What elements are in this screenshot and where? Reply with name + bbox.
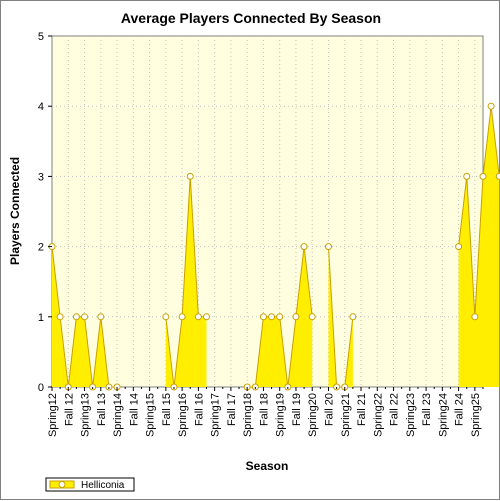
x-tick-label-24: Spring18 (242, 393, 254, 437)
x-tick-label-22: Fall 17 (226, 393, 238, 426)
data-point-6 (97, 313, 105, 321)
area-segment-3 (328, 246, 353, 387)
x-tick-label-42: Fall 22 (389, 393, 401, 426)
x-tick-label-0: Spring12 (47, 393, 59, 437)
y-tick-label-3: 3 (38, 171, 44, 183)
data-point-19 (203, 313, 211, 321)
x-tick-label-2: Fall 12 (63, 393, 75, 426)
y-axis-title: Players Connected (8, 157, 22, 265)
y-axis-ticks: 0 1 2 3 4 5 (38, 31, 52, 394)
x-tick-label-6: Fall 13 (96, 393, 108, 426)
x-tick-label-40: Spring22 (372, 393, 384, 437)
data-point-1 (56, 313, 64, 321)
x-tick-label-18: Fall 16 (193, 393, 205, 426)
x-tick-label-44: Spring23 (405, 393, 417, 437)
data-point-26 (259, 313, 267, 321)
x-axis-ticks: Spring12 Fall 12 Spring13 Fall 13 Spring14 Fa… (47, 387, 484, 437)
data-point-37 (349, 313, 357, 321)
x-tick-label-4: Spring13 (80, 393, 92, 437)
data-point-32 (308, 313, 316, 321)
area-line-4 (458, 106, 500, 317)
data-point-16 (178, 313, 186, 321)
y-tick-label-5: 5 (38, 31, 44, 43)
x-tick-label-16: Spring16 (177, 393, 189, 437)
x-tick-label-46: Fall 23 (421, 393, 433, 426)
data-point-30 (292, 313, 300, 321)
data-point-18 (194, 313, 202, 321)
x-tick-label-50: Fall 24 (454, 393, 466, 426)
x-tick-label-8: Spring14 (112, 393, 124, 437)
data-point-3 (72, 313, 80, 321)
x-tick-label-32: Spring20 (307, 393, 319, 437)
series-markers (48, 102, 500, 391)
x-axis-title: Season (246, 459, 289, 473)
data-point-54 (487, 102, 495, 110)
area-line-3 (327, 246, 354, 388)
y-tick-label-1: 1 (38, 312, 44, 324)
data-point-53 (479, 172, 487, 180)
legend-label-helliconia: Helliconia (81, 480, 125, 491)
x-tick-label-10: Fall 14 (128, 393, 140, 426)
data-point-4 (81, 313, 89, 321)
x-tick-label-48: Spring24 (437, 393, 449, 437)
data-point-51 (463, 172, 471, 180)
y-tick-label-2: 2 (38, 242, 44, 254)
data-point-50 (455, 243, 463, 251)
x-tick-label-20: Spring17 (210, 393, 222, 437)
data-point-27 (268, 313, 276, 321)
legend-marker (58, 481, 66, 488)
x-tick-label-12: Spring15 (145, 393, 157, 437)
data-point-34 (324, 243, 332, 251)
legend: Helliconia (45, 477, 135, 492)
x-tick-label-34: Fall 20 (323, 393, 335, 426)
x-tick-label-38: Fall 21 (356, 393, 368, 426)
data-point-55 (495, 172, 500, 180)
data-point-31 (300, 243, 308, 251)
x-tick-label-36: Spring21 (340, 393, 352, 437)
chart-title: Average Players Connected By Season (121, 10, 381, 26)
x-tick-label-30: Fall 19 (291, 393, 303, 426)
x-tick-label-14: Fall 15 (161, 393, 173, 426)
data-point-14 (162, 313, 170, 321)
x-tick-label-52: Spring25 (470, 393, 482, 437)
x-tick-label-28: Spring19 (275, 393, 287, 437)
data-point-52 (471, 313, 479, 321)
x-tick-label-26: Fall 18 (258, 393, 270, 426)
y-tick-label-0: 0 (38, 382, 44, 394)
data-point-17 (186, 172, 194, 180)
data-point-28 (276, 313, 284, 321)
area-segment-1 (165, 176, 207, 387)
y-tick-label-4: 4 (38, 101, 44, 113)
